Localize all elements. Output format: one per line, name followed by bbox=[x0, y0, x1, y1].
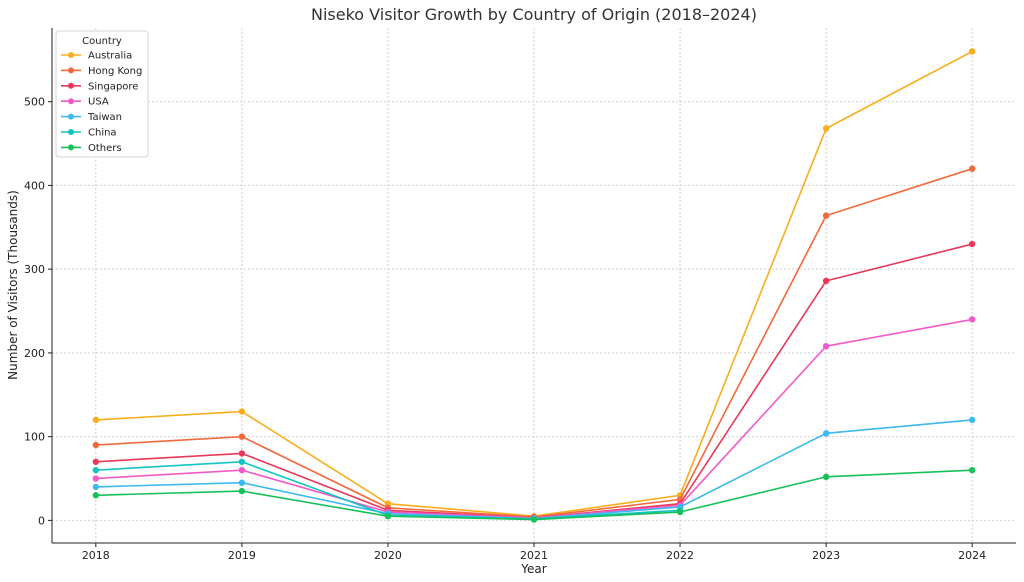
series-usa bbox=[92, 316, 976, 522]
data-point-hong-kong bbox=[968, 165, 976, 172]
data-point-others bbox=[968, 466, 976, 474]
data-point-others bbox=[92, 492, 100, 499]
data-point-taiwan bbox=[822, 430, 830, 437]
legend-item-taiwan: Taiwan bbox=[61, 112, 122, 123]
series-layer bbox=[92, 48, 976, 523]
legend-item-australia: Australia bbox=[61, 51, 132, 62]
data-point-others bbox=[238, 487, 246, 495]
data-point-singapore bbox=[822, 277, 830, 285]
legend-swatch-marker bbox=[68, 67, 74, 74]
data-point-china bbox=[238, 458, 246, 465]
legend-label: China bbox=[88, 128, 117, 139]
legend-label: Taiwan bbox=[87, 112, 122, 123]
legend-swatch-marker bbox=[68, 113, 74, 120]
data-point-others bbox=[530, 516, 538, 523]
y-axis-label: Number of Visitors (Thousands) bbox=[6, 190, 20, 380]
legend-label: USA bbox=[88, 97, 109, 108]
data-point-china bbox=[92, 466, 100, 474]
legend-label: Hong Kong bbox=[88, 66, 142, 77]
data-point-australia bbox=[822, 125, 830, 132]
legend-frame bbox=[55, 30, 149, 158]
x-tick-label: 2019 bbox=[228, 549, 256, 562]
legend-item-singapore: Singapore bbox=[61, 81, 138, 92]
legend-swatch-marker bbox=[68, 129, 74, 135]
y-tick-label: 0 bbox=[38, 514, 45, 527]
x-tick-label: 2023 bbox=[812, 549, 840, 562]
x-tick-label: 2024 bbox=[958, 549, 986, 562]
legend-swatch-marker bbox=[68, 52, 74, 58]
data-point-taiwan bbox=[92, 483, 100, 491]
data-point-usa bbox=[238, 466, 246, 474]
data-point-taiwan bbox=[238, 479, 246, 486]
x-axis-label: Year bbox=[520, 562, 546, 576]
data-point-singapore bbox=[92, 458, 100, 465]
chart-title: Niseko Visitor Growth by Country of Orig… bbox=[311, 5, 757, 24]
data-point-hong-kong bbox=[238, 433, 246, 440]
y-tick-label: 200 bbox=[24, 347, 45, 360]
x-tick-label: 2021 bbox=[520, 549, 548, 562]
data-point-singapore bbox=[968, 240, 976, 248]
legend-item-hong-kong: Hong Kong bbox=[61, 66, 142, 77]
data-point-australia bbox=[968, 48, 976, 55]
data-point-australia bbox=[238, 408, 246, 415]
data-point-usa bbox=[968, 316, 976, 323]
tick-labels: 2018 2019 2020 2021 2022 2023 2024 0 100 200 300 40… bbox=[24, 96, 986, 562]
data-point-hong-kong bbox=[92, 441, 100, 449]
y-tick-label: 100 bbox=[24, 431, 45, 444]
data-point-taiwan bbox=[968, 416, 976, 424]
legend-label: Singapore bbox=[88, 81, 138, 92]
legend-item-china: China bbox=[61, 128, 117, 139]
axes bbox=[48, 28, 1016, 547]
series-others bbox=[92, 466, 976, 523]
data-point-usa bbox=[92, 475, 100, 482]
legend-item-others: Others bbox=[61, 143, 122, 154]
legend-swatch-marker bbox=[68, 82, 74, 89]
data-point-hong-kong bbox=[822, 212, 830, 219]
data-point-others bbox=[676, 508, 684, 516]
y-tick-label: 300 bbox=[24, 263, 45, 276]
legend-title: Country bbox=[82, 36, 122, 47]
legend-label: Others bbox=[88, 143, 122, 154]
legend-label: Australia bbox=[88, 51, 132, 62]
legend-swatch-marker bbox=[68, 98, 74, 105]
y-tick-label: 500 bbox=[24, 96, 45, 109]
x-tick-label: 2018 bbox=[82, 549, 110, 562]
legend-item-usa: USA bbox=[61, 97, 109, 108]
x-tick-label: 2022 bbox=[666, 549, 694, 562]
data-point-others bbox=[384, 513, 392, 520]
data-point-australia bbox=[92, 416, 100, 424]
data-point-usa bbox=[822, 343, 830, 350]
grid bbox=[52, 28, 1016, 543]
data-point-singapore bbox=[238, 450, 246, 457]
data-point-others bbox=[822, 473, 830, 481]
legend: Country Australia Hong Kong Singapore USA Ta… bbox=[55, 30, 149, 158]
legend-swatch-marker bbox=[68, 144, 74, 151]
x-tick-label: 2020 bbox=[374, 549, 402, 562]
y-tick-label: 400 bbox=[24, 179, 45, 192]
legend-items: Australia Hong Kong Singapore USA Taiwan Chin… bbox=[61, 51, 142, 154]
